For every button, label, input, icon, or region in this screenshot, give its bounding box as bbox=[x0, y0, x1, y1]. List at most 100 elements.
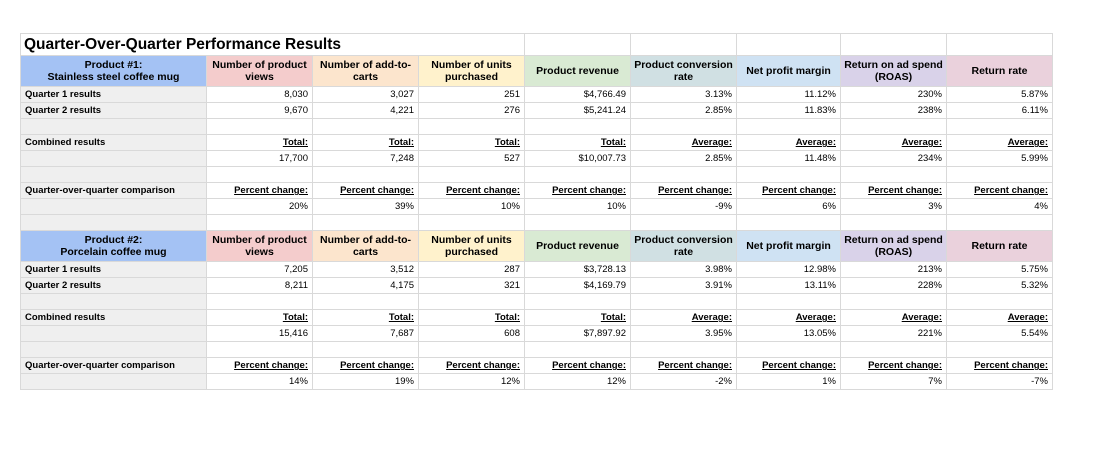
summary-value: 221% bbox=[840, 325, 947, 342]
quarter-row: Quarter 2 results 9,670 4,221 276 $5,241.24 2… bbox=[20, 102, 1053, 119]
column-header: Number of add-to-carts bbox=[312, 230, 419, 262]
value-cell: 230% bbox=[840, 86, 947, 103]
column-header: Net profit margin bbox=[736, 55, 841, 87]
cell bbox=[840, 341, 947, 358]
row-label: Quarter 2 results bbox=[20, 102, 207, 119]
value-cell: 213% bbox=[840, 261, 947, 278]
column-header: Return on ad spend (ROAS) bbox=[840, 55, 947, 87]
quarter-row: Quarter 2 results 8,211 4,175 321 $4,169.79 3… bbox=[20, 277, 1053, 294]
column-header: Return rate bbox=[946, 55, 1053, 87]
label-cell bbox=[20, 118, 207, 135]
label-cell bbox=[20, 198, 207, 215]
cell bbox=[206, 341, 313, 358]
value-cell: $3,728.13 bbox=[524, 261, 631, 278]
quarter-row: Quarter 1 results 7,205 3,512 287 $3,728.13 3… bbox=[20, 261, 1053, 278]
summary-heading: Percent change: bbox=[946, 357, 1053, 374]
summary-heading: Percent change: bbox=[312, 182, 419, 199]
cell bbox=[946, 33, 1053, 56]
product-header: Product #2: Porcelain coffee mug bbox=[20, 230, 207, 262]
product-number: Product #2: bbox=[84, 234, 143, 246]
value-cell: 4,221 bbox=[312, 102, 419, 119]
cell bbox=[312, 293, 419, 310]
cell bbox=[736, 33, 841, 56]
summary-value: 12% bbox=[418, 373, 525, 390]
value-cell: $4,766.49 bbox=[524, 86, 631, 103]
label-cell bbox=[20, 341, 207, 358]
product-name: Porcelain coffee mug bbox=[60, 246, 167, 258]
cell bbox=[524, 214, 631, 231]
row-label: Quarter-over-quarter comparison bbox=[20, 357, 207, 374]
header-row: Product #1: Stainless steel coffee mug Num… bbox=[20, 55, 1053, 87]
column-header: Product conversion rate bbox=[630, 55, 737, 87]
cell bbox=[840, 166, 947, 183]
summary-heading: Average: bbox=[630, 134, 737, 151]
summary-value: 7,687 bbox=[312, 325, 419, 342]
value-cell: 11.12% bbox=[736, 86, 841, 103]
summary-value: 2.85% bbox=[630, 150, 737, 167]
summary-value: -7% bbox=[946, 373, 1053, 390]
row-label: Quarter-over-quarter comparison bbox=[20, 182, 207, 199]
summary-value: 10% bbox=[418, 198, 525, 215]
value-cell: 6.11% bbox=[946, 102, 1053, 119]
value-cell: 8,211 bbox=[206, 277, 313, 294]
combined-heading-row: Combined results Total: Total: Total: Total:… bbox=[20, 309, 1053, 326]
cell bbox=[630, 341, 737, 358]
summary-heading: Percent change: bbox=[524, 182, 631, 199]
combined-value-row: 17,700 7,248 527 $10,007.73 2.85% 11.48% 234% 5… bbox=[20, 150, 1053, 167]
blank-row bbox=[20, 293, 1053, 310]
value-cell: 3.98% bbox=[630, 261, 737, 278]
summary-value: $7,897.92 bbox=[524, 325, 631, 342]
value-cell: 238% bbox=[840, 102, 947, 119]
qoq-heading-row: Quarter-over-quarter comparison Percent c… bbox=[20, 357, 1053, 374]
column-header: Product revenue bbox=[524, 230, 631, 262]
summary-value: 7% bbox=[840, 373, 947, 390]
summary-heading: Average: bbox=[736, 134, 841, 151]
sheet-title: Quarter-Over-Quarter Performance Results bbox=[20, 33, 525, 56]
cell bbox=[524, 293, 631, 310]
column-header: Return on ad spend (ROAS) bbox=[840, 230, 947, 262]
cell bbox=[946, 118, 1053, 135]
product-name: Stainless steel coffee mug bbox=[47, 71, 180, 83]
cell bbox=[840, 293, 947, 310]
cell bbox=[840, 33, 947, 56]
summary-heading: Percent change: bbox=[946, 182, 1053, 199]
title-row: Quarter-Over-Quarter Performance Results bbox=[20, 33, 1053, 56]
summary-heading: Percent change: bbox=[736, 182, 841, 199]
cell bbox=[630, 166, 737, 183]
column-header: Number of product views bbox=[206, 230, 313, 262]
column-header: Number of units purchased bbox=[418, 55, 525, 87]
label-cell bbox=[20, 214, 207, 231]
summary-value: 1% bbox=[736, 373, 841, 390]
value-cell: 5.87% bbox=[946, 86, 1053, 103]
row-label: Combined results bbox=[20, 134, 207, 151]
value-cell: 8,030 bbox=[206, 86, 313, 103]
summary-value: 20% bbox=[206, 198, 313, 215]
summary-heading: Percent change: bbox=[206, 182, 313, 199]
value-cell: 3.13% bbox=[630, 86, 737, 103]
cell bbox=[946, 214, 1053, 231]
summary-heading: Average: bbox=[946, 134, 1053, 151]
value-cell: 2.85% bbox=[630, 102, 737, 119]
cell bbox=[418, 214, 525, 231]
cell bbox=[840, 214, 947, 231]
summary-value: -9% bbox=[630, 198, 737, 215]
summary-heading: Total: bbox=[524, 309, 631, 326]
value-cell: $4,169.79 bbox=[524, 277, 631, 294]
summary-value: 10% bbox=[524, 198, 631, 215]
combined-heading-row: Combined results Total: Total: Total: Total:… bbox=[20, 134, 1053, 151]
column-header: Number of add-to-carts bbox=[312, 55, 419, 87]
sheet-body: Quarter-Over-Quarter Performance Results… bbox=[20, 33, 1053, 390]
cell bbox=[418, 341, 525, 358]
cell bbox=[630, 33, 737, 56]
qoq-value-row: 20% 39% 10% 10% -9% 6% 3% 4% bbox=[20, 198, 1053, 215]
cell bbox=[946, 166, 1053, 183]
cell bbox=[630, 118, 737, 135]
row-label: Quarter 1 results bbox=[20, 86, 207, 103]
summary-heading: Total: bbox=[312, 309, 419, 326]
cell bbox=[312, 166, 419, 183]
summary-value: 14% bbox=[206, 373, 313, 390]
label-cell bbox=[20, 373, 207, 390]
label-cell bbox=[20, 325, 207, 342]
cell bbox=[312, 214, 419, 231]
cell bbox=[736, 118, 841, 135]
